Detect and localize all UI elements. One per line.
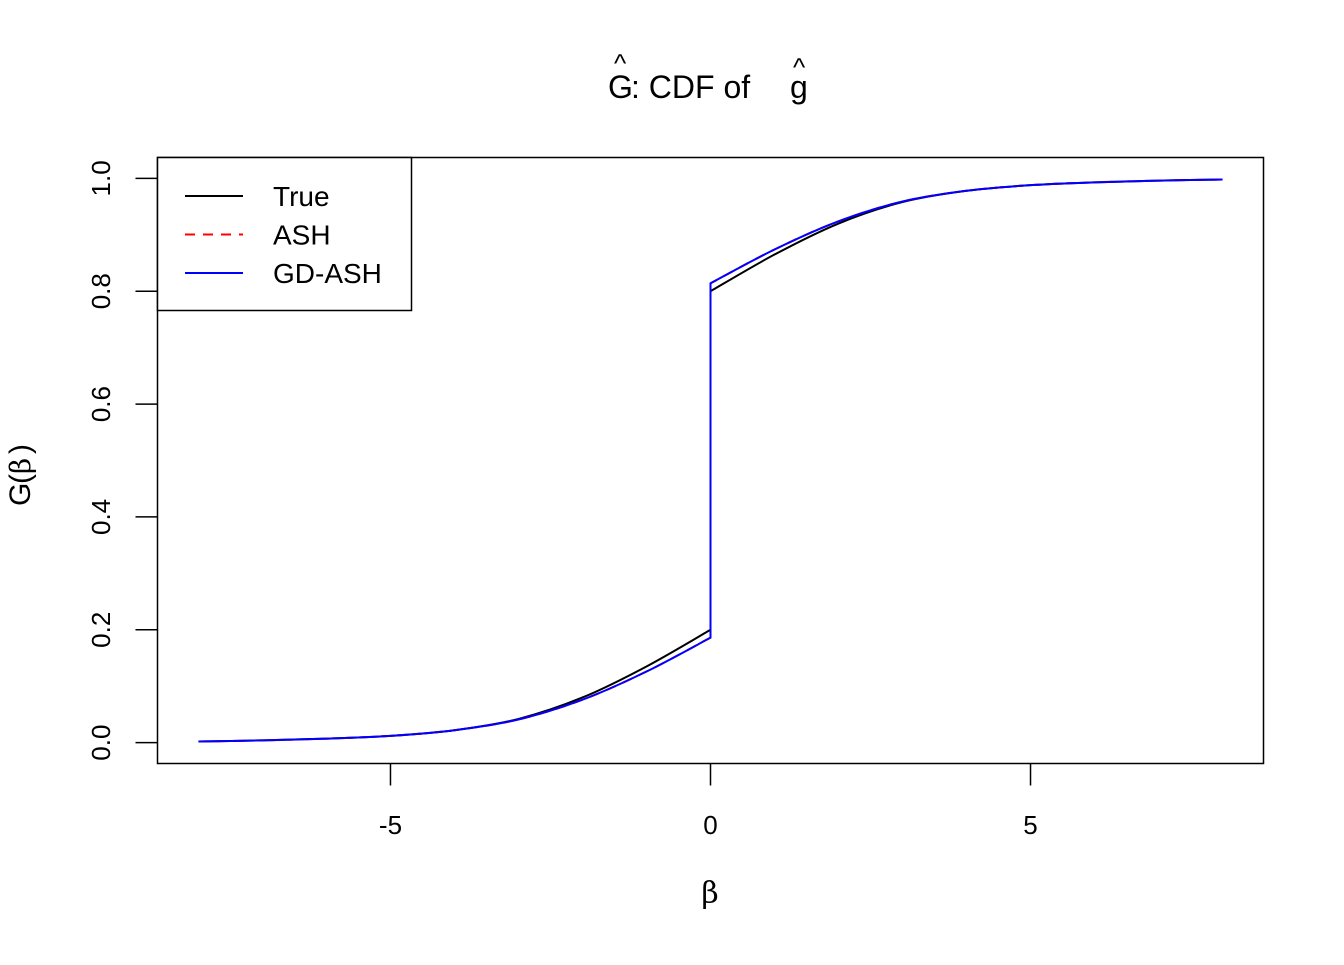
- y-tick-label: 0.0: [86, 725, 116, 761]
- x-axis-label: β: [701, 876, 718, 911]
- series-line-gd-ash: [198, 178, 1223, 743]
- legend-box: [156, 156, 413, 312]
- y-label-G: G: [4, 483, 37, 506]
- legend: True ASH GD-ASH: [156, 156, 413, 312]
- y-label-open: (: [4, 474, 37, 484]
- title-hat-g: ^: [793, 52, 806, 82]
- y-tick-label: 0.4: [86, 499, 116, 535]
- y-label-close: ): [4, 444, 37, 454]
- y-label-beta: β: [4, 458, 37, 474]
- legend-label: True: [273, 181, 330, 212]
- y-axis-label: G ( β ): [4, 444, 37, 506]
- title-G: G: [608, 69, 633, 105]
- chart-title: G ^ : CDF of g ^: [608, 48, 808, 105]
- x-tick-label: 5: [1023, 810, 1037, 840]
- y-tick-label: 1.0: [86, 160, 116, 196]
- y-tick-label: 0.6: [86, 386, 116, 422]
- x-tick-label: 0: [703, 810, 717, 840]
- series-lines: [198, 178, 1223, 743]
- y-tick-label: 0.8: [86, 273, 116, 309]
- x-tick-label: -5: [379, 810, 402, 840]
- x-axis: -5 0 5: [379, 763, 1038, 840]
- y-axis: 0.0 0.2 0.4 0.6 0.8 1.0: [86, 160, 158, 761]
- y-tick-label: 0.2: [86, 612, 116, 648]
- title-g: g: [790, 69, 808, 105]
- title-hat-G: ^: [614, 48, 627, 78]
- legend-label: GD-ASH: [273, 258, 382, 289]
- title-text: : CDF of: [631, 69, 759, 105]
- legend-label: ASH: [273, 220, 331, 251]
